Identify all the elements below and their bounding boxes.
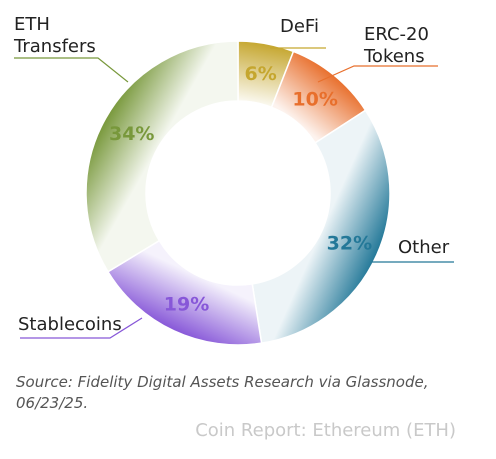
report-footer: Coin Report: Ethereum (ETH) <box>195 420 456 441</box>
category-label: ERC-20 <box>364 24 429 45</box>
slice-other <box>251 109 391 345</box>
leader-line <box>14 57 129 83</box>
category-label: Tokens <box>363 46 425 67</box>
category-label: DeFi <box>280 16 319 37</box>
value-label: 32% <box>327 233 372 255</box>
source-note: Source: Fidelity Digital Assets Research… <box>16 373 429 412</box>
value-label: 6% <box>245 63 277 85</box>
leader-line <box>20 317 143 339</box>
category-label: Other <box>398 237 450 258</box>
value-label: 19% <box>164 294 209 316</box>
category-label: Stablecoins <box>18 314 122 335</box>
leader-line <box>317 65 438 83</box>
slice-eth-transfers <box>85 40 239 273</box>
value-label: 34% <box>109 123 154 145</box>
category-label: ETH <box>14 14 50 35</box>
category-label: Transfers <box>13 36 96 57</box>
value-label: 10% <box>292 88 337 110</box>
